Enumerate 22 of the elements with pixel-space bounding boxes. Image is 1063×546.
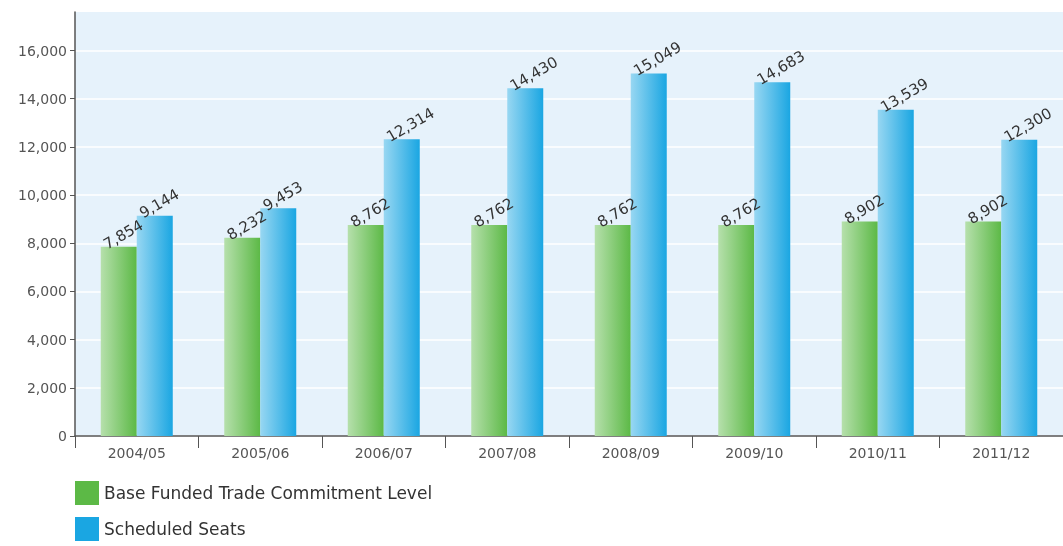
y-tick-label: 12,000 <box>18 138 67 155</box>
y-tick-label: 6,000 <box>26 283 67 300</box>
y-tick-label: 16,000 <box>18 42 67 59</box>
bar <box>224 237 261 436</box>
x-tick-label: 2004/05 <box>107 445 166 461</box>
x-tick-label: 2009/10 <box>725 445 784 461</box>
y-tick-label: 0 <box>58 428 67 444</box>
x-tick-label: 2007/08 <box>478 445 537 461</box>
bar <box>841 221 878 436</box>
bar <box>965 221 1002 436</box>
x-tick-label: 2005/06 <box>231 445 290 461</box>
y-tick-label: 14,000 <box>18 90 67 107</box>
y-tick-label: 2,000 <box>26 379 67 396</box>
y-tick-label: 8,000 <box>26 235 67 252</box>
legend-label: Base Funded Trade Commitment Level <box>104 483 433 503</box>
x-tick-label: 2008/09 <box>601 445 660 461</box>
legend-label: Scheduled Seats <box>104 519 246 539</box>
x-tick-label: 2010/11 <box>848 445 907 461</box>
x-tick-label: 2011/12 <box>972 445 1031 461</box>
y-tick-label: 10,000 <box>18 187 67 204</box>
x-tick-label: 2006/07 <box>354 445 413 461</box>
y-tick-label: 4,000 <box>26 331 67 348</box>
